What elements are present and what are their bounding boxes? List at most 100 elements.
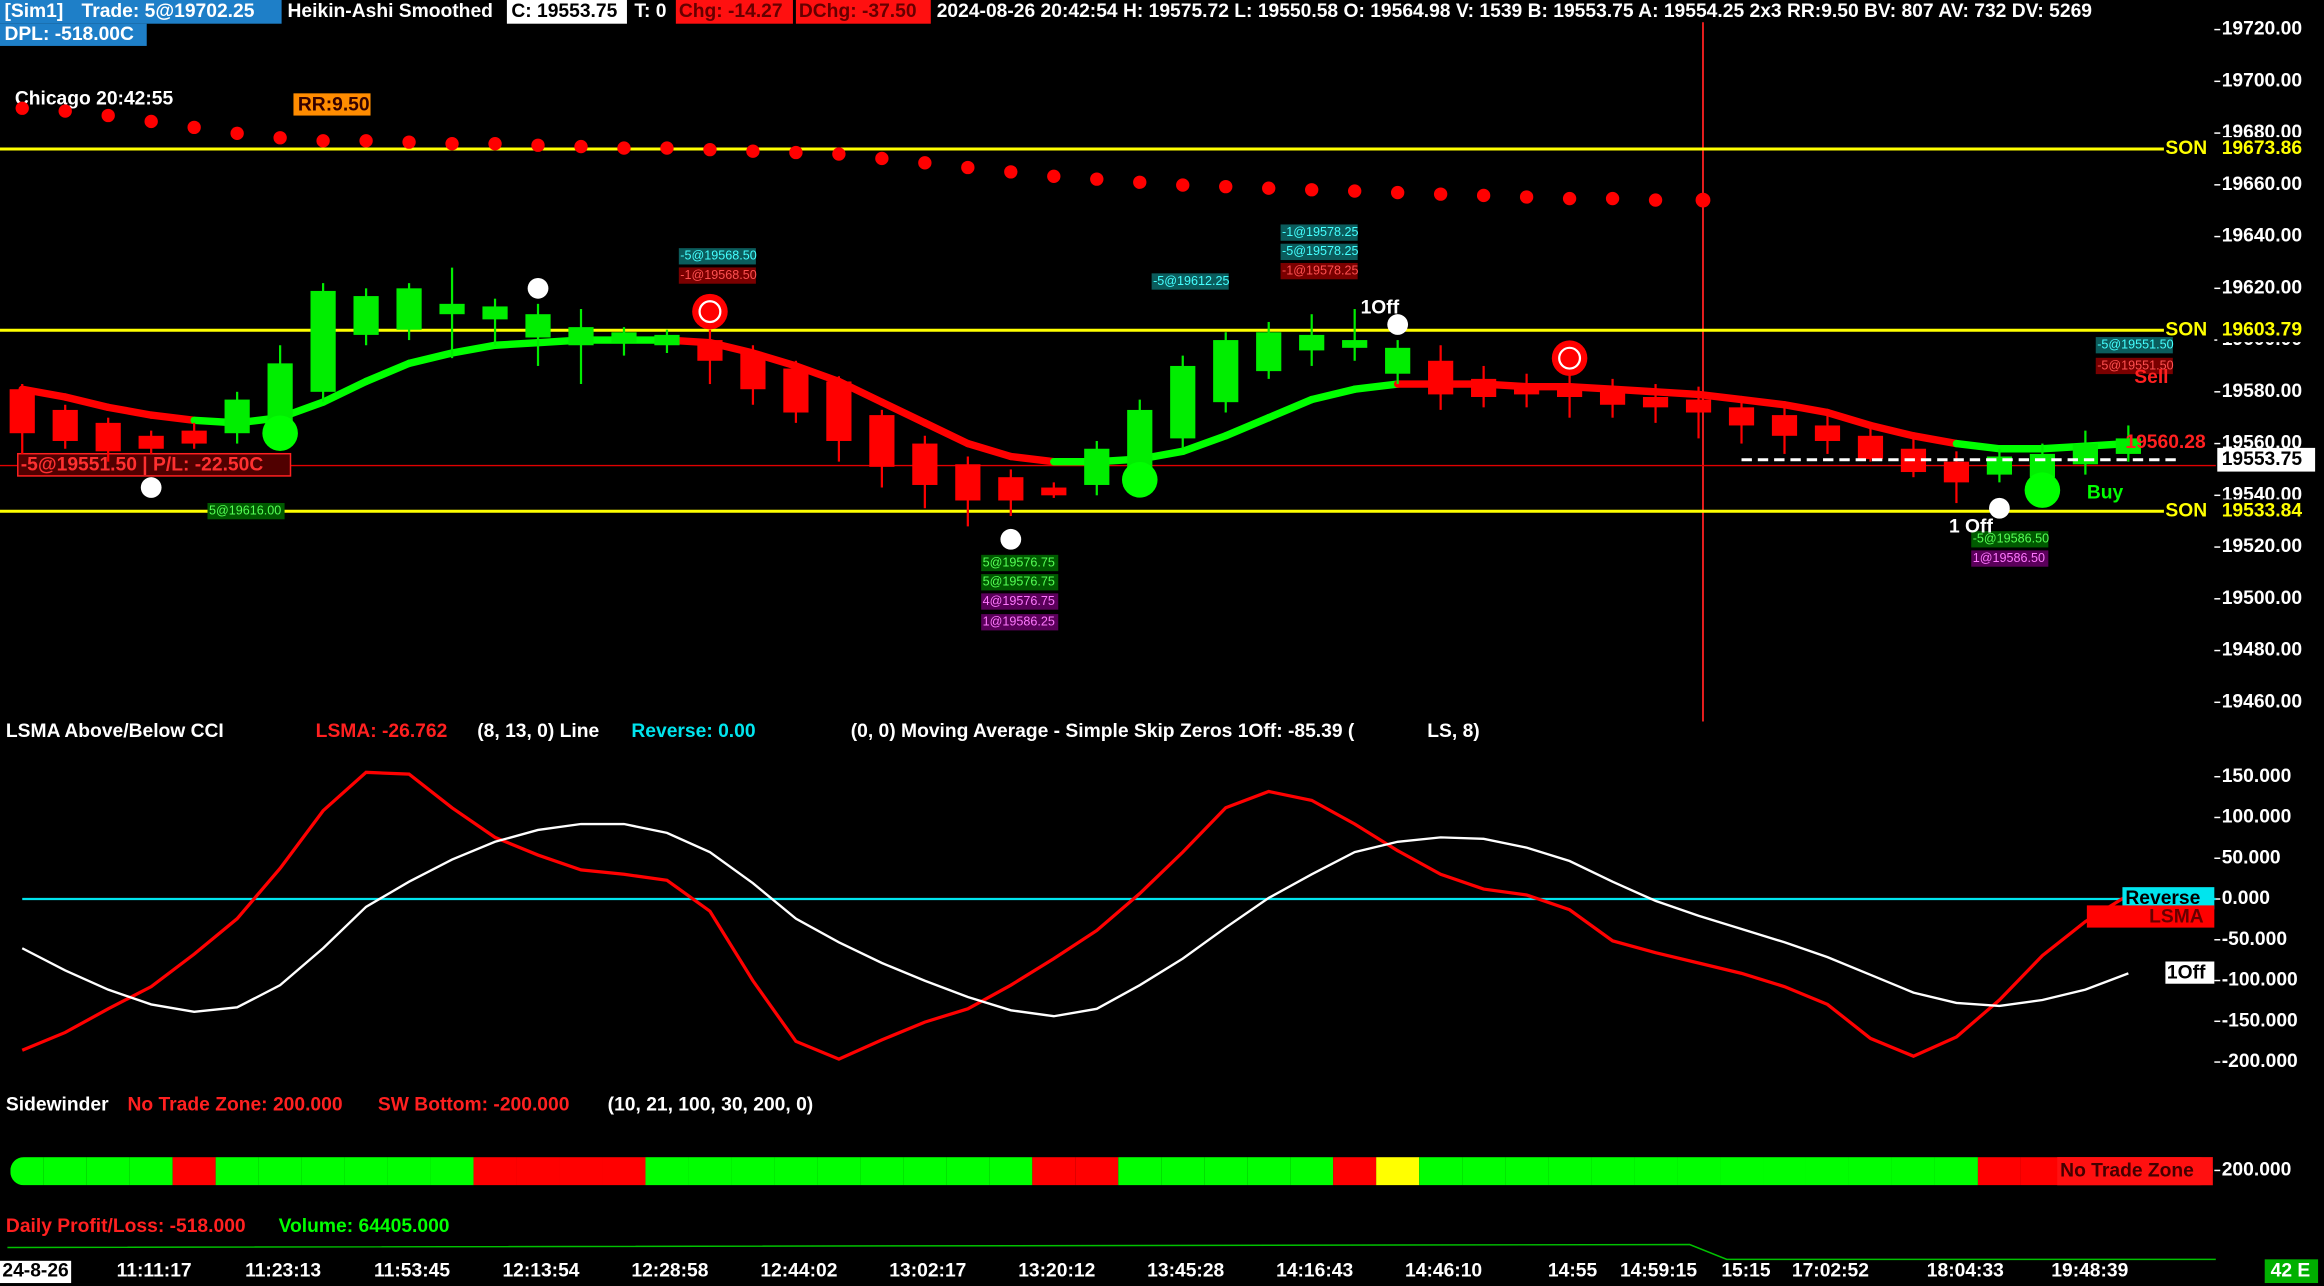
order-label: -5@19586.50 <box>1973 532 2049 546</box>
ma-segment <box>319 377 370 406</box>
sidewinder-segment <box>1376 1157 1420 1186</box>
stop-dot <box>531 138 545 152</box>
lsma-details: (0, 0) Moving Average - Simple Skip Zero… <box>851 721 1355 742</box>
stop-dot <box>359 134 373 148</box>
sidewinder-segment <box>1032 1157 1076 1186</box>
ma-segment <box>405 349 456 368</box>
signal-off <box>1989 497 2010 519</box>
trade: Trade: 5@19702.25 <box>82 1 255 22</box>
sidewinder-segment <box>10 1157 44 1186</box>
sidewinder-segment <box>2020 1157 2064 1186</box>
sidewinder-segment <box>1505 1157 1549 1186</box>
y-tick-label: -50.000 <box>2222 929 2287 950</box>
order-label: -5@19551.50 <box>2097 338 2173 352</box>
sidewinder-segment <box>1161 1157 1205 1186</box>
stop-dot <box>574 139 588 154</box>
y-tick-label: -100.000 <box>2222 970 2298 991</box>
candle-body <box>9 389 35 434</box>
oscillator-line <box>21 822 2129 1018</box>
ma-segment <box>1909 432 1961 448</box>
level-price: 19673.86 <box>2222 138 2303 159</box>
last-price-label: 19553.75 <box>2222 449 2303 470</box>
ma-segment <box>1608 385 1660 396</box>
candle-body <box>1041 487 1067 496</box>
stop-dot <box>1519 190 1534 204</box>
candle-body <box>1256 332 1282 372</box>
reverse-value: Reverse: 0.00 <box>631 721 755 742</box>
y-tick-label: 100.000 <box>2222 807 2292 828</box>
candle-body <box>783 368 809 413</box>
change-bg <box>675 0 793 24</box>
y-tick-label: 50.000 <box>2222 847 2281 868</box>
signal-off <box>1387 314 1409 335</box>
ma-segment <box>1952 439 2004 453</box>
annotation: 1 Off <box>1949 517 1993 538</box>
signal-off <box>527 277 549 299</box>
status: 42 E <box>2271 1260 2311 1281</box>
annotation: Sell <box>2134 367 2168 388</box>
sidewinder-segment <box>86 1157 130 1186</box>
order-label: 1@19586.50 <box>1973 551 2045 565</box>
sidewinder-title: Sidewinder <box>6 1094 109 1115</box>
sidewinder-segment <box>516 1157 560 1186</box>
stop-dot <box>1695 192 1711 208</box>
y-tick-label: -150.000 <box>2222 1010 2298 1031</box>
candle-body <box>1685 399 1712 413</box>
candle-body <box>310 290 336 392</box>
order-bg <box>981 614 1059 631</box>
stop-dot <box>832 147 846 161</box>
x-tick-label: 17:02:52 <box>1792 1260 1869 1281</box>
sidewinder-params: (10, 21, 100, 30, 200, 0) <box>608 1094 814 1115</box>
candle-body <box>1943 461 1970 483</box>
stop-dot <box>445 137 459 151</box>
annotation: Buy <box>2087 482 2124 503</box>
candle-body <box>955 464 981 501</box>
signal-off <box>140 477 162 498</box>
zone-label-bg <box>2057 1157 2213 1186</box>
order-bg <box>1280 224 1358 241</box>
sidewinder-segment <box>1419 1157 1463 1186</box>
sidewinder-segment <box>1591 1157 1635 1186</box>
volume: Volume: 64405.000 <box>279 1216 450 1237</box>
candle-body <box>697 340 723 361</box>
ma-segment <box>1780 401 1832 417</box>
stop-dot <box>402 135 416 149</box>
candle-body <box>1127 409 1153 470</box>
sidewinder-segment <box>1891 1157 1935 1186</box>
stop-dot <box>789 145 803 160</box>
target-price: 19560.28 <box>2125 432 2206 453</box>
order-bg <box>1971 531 2049 548</box>
x-tick-label: 14:16:43 <box>1276 1260 1353 1281</box>
candle-body <box>95 422 121 452</box>
sidewinder-segment <box>43 1157 87 1186</box>
lsma-params: (8, 13, 0) Line <box>477 721 599 742</box>
stop-dot <box>617 141 631 155</box>
y-tick-label: 150.000 <box>2222 766 2292 787</box>
order-bg <box>2095 357 2173 375</box>
stop-dot <box>746 144 760 158</box>
signal-buy <box>262 415 298 451</box>
sidewinder-segment <box>903 1157 947 1186</box>
dpl-bg <box>0 23 147 46</box>
x-tick-label: 14:46:10 <box>1405 1260 1482 1281</box>
plot-layer: 19720.0019700.0019680.0019660.0019640.00… <box>0 19 2316 1284</box>
stop-dot <box>1133 175 1147 189</box>
sidewinder-segment <box>1977 1157 2021 1186</box>
sidewinder-segment <box>172 1157 216 1186</box>
order-bg <box>981 574 1059 591</box>
level-label: SON <box>2165 319 2207 340</box>
stop-dot <box>1648 193 1663 207</box>
order-label: 5@19576.75 <box>983 555 1055 569</box>
ma-segment <box>878 398 929 427</box>
order-label: -1@19578.25 <box>1282 225 1358 239</box>
candle-body <box>998 477 1024 501</box>
candle-body <box>52 409 78 441</box>
order-bg <box>678 267 756 284</box>
sidewinder-segment <box>1247 1157 1291 1186</box>
sidewinder-segment <box>774 1157 818 1186</box>
info: 2024-08-26 20:42:54 H: 19575.72 L: 19550… <box>937 1 2092 22</box>
level-price-bg <box>2217 137 2316 161</box>
level-price-bg <box>2217 499 2316 524</box>
